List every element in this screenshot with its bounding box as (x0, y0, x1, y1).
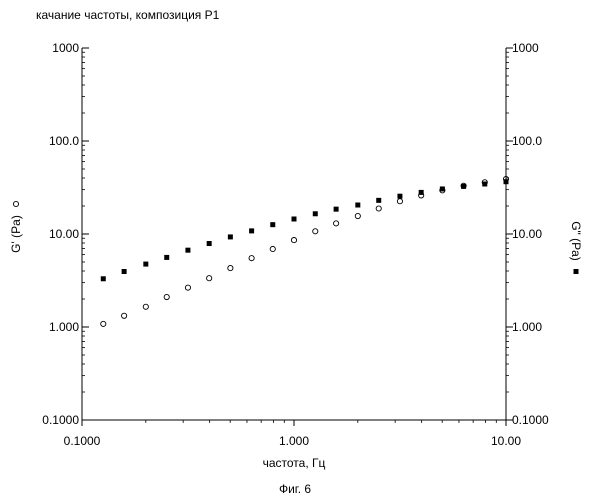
g-prime-point (313, 229, 318, 234)
g-double-prime-point (270, 222, 275, 227)
g-double-prime-point (355, 203, 360, 208)
g-prime-point (207, 276, 212, 281)
g-prime-point (185, 285, 190, 290)
g-prime-point (397, 199, 402, 204)
left-y-tick-label: 0.1000 (42, 413, 79, 427)
axis-ticks (82, 48, 513, 426)
left-y-axis-title: G' (Pa) (9, 201, 23, 252)
series-g-double-prime (101, 179, 509, 281)
g-prime-point (164, 294, 169, 299)
g-double-prime-point (419, 190, 424, 195)
x-axis-label: частота, Гц (263, 456, 326, 470)
x-tick-label: 1.000 (279, 434, 309, 448)
g-double-prime-point (397, 194, 402, 199)
x-tick-label: 0.1000 (64, 434, 101, 448)
g-double-prime-point (440, 186, 445, 191)
g-double-prime-point (504, 179, 509, 184)
g-prime-point (101, 321, 106, 326)
g-prime-point (376, 206, 381, 211)
right-y-tick-label: 1.000 (512, 320, 542, 334)
left-y-tick-label: 100.0 (49, 134, 79, 148)
g-double-prime-point (101, 276, 106, 281)
g-double-prime-point (313, 211, 318, 216)
right-y-axis-title: G" (Pa) (569, 221, 583, 274)
g-double-prime-point (482, 181, 487, 186)
g-prime-point (122, 313, 127, 318)
g-prime-point (270, 246, 275, 251)
g-double-prime-point (164, 255, 169, 260)
g-double-prime-point (461, 184, 466, 189)
g-prime-legend-marker (13, 201, 18, 206)
g-double-prime-point (143, 262, 148, 267)
g-double-prime-point (376, 198, 381, 203)
chart-title: качание частоты, композиция P1 (36, 8, 220, 22)
g-double-prime-point (334, 207, 339, 212)
g-double-prime-point (292, 216, 297, 221)
g-double-prime-point (249, 228, 254, 233)
g-double-prime-point (122, 269, 127, 274)
right-y-tick-label: 100.0 (512, 134, 542, 148)
figure-caption: Фиг. 6 (279, 482, 311, 496)
g-prime-point (228, 265, 233, 270)
tick-labels: 0.1000 1.000 10.00 0.1000 1.000 10.00 100.0 100… (42, 41, 549, 448)
g-double-prime-point (207, 241, 212, 246)
g-prime-point (143, 304, 148, 309)
right-y-tick-label: 1000 (512, 41, 539, 55)
series-g-prime (101, 176, 509, 326)
g-double-prime-point (185, 248, 190, 253)
g-prime-point (355, 213, 360, 218)
x-tick-label: 10.00 (491, 434, 521, 448)
left-y-tick-label: 10.00 (49, 227, 79, 241)
left-y-tick-label: 1.000 (49, 320, 79, 334)
left-y-tick-label: 1000 (52, 41, 79, 55)
right-y-axis-label: G" (Pa) (569, 221, 583, 261)
left-y-axis-label: G' (Pa) (9, 215, 23, 253)
g-prime-point (249, 256, 254, 261)
g-double-prime-legend-marker (574, 269, 579, 274)
right-y-tick-label: 10.00 (512, 227, 542, 241)
g-prime-point (334, 221, 339, 226)
data-marks (101, 176, 509, 326)
g-double-prime-point (228, 234, 233, 239)
g-prime-point (291, 237, 296, 242)
right-y-tick-label: 0.1000 (512, 413, 549, 427)
